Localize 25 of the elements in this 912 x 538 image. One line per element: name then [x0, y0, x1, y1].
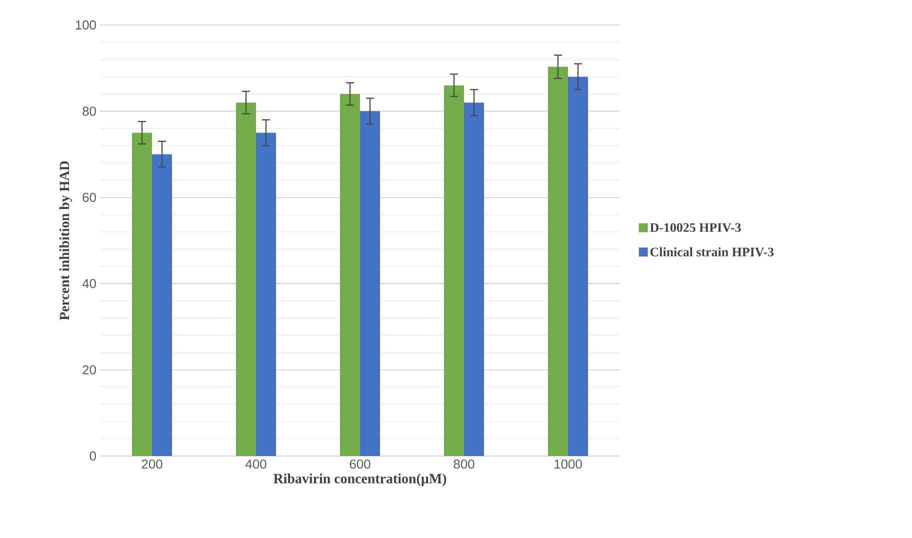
bar	[132, 132, 152, 456]
legend-label: D-10025 HPIV-3	[650, 223, 741, 232]
bar	[464, 102, 484, 456]
x-axis-title: Ribavirin concentration(µM)	[274, 474, 446, 486]
x-tick-label: 400	[246, 460, 266, 469]
y-axis-title: Percent inhibition by HAD	[59, 161, 72, 320]
bar	[256, 132, 276, 456]
bar	[152, 154, 172, 456]
y-tick-label: 100	[76, 20, 96, 30]
x-tick-label: 1000	[554, 460, 582, 469]
y-tick-label: 80	[82, 106, 96, 116]
bar	[548, 66, 568, 456]
y-tick-label: 60	[82, 192, 96, 202]
x-tick-label: 200	[142, 460, 162, 469]
y-tick-label: 20	[82, 365, 96, 374]
bar	[340, 94, 360, 456]
x-tick-label: 800	[454, 460, 474, 469]
x-tick-label: 600	[350, 460, 370, 469]
legend-label: Clinical strain HPIV-3	[650, 247, 774, 256]
bar	[444, 85, 464, 456]
y-tick-label: 40	[82, 278, 96, 288]
y-tick-label: 0	[90, 451, 96, 461]
bar	[360, 111, 380, 456]
bar	[236, 102, 256, 456]
bar	[568, 76, 588, 456]
